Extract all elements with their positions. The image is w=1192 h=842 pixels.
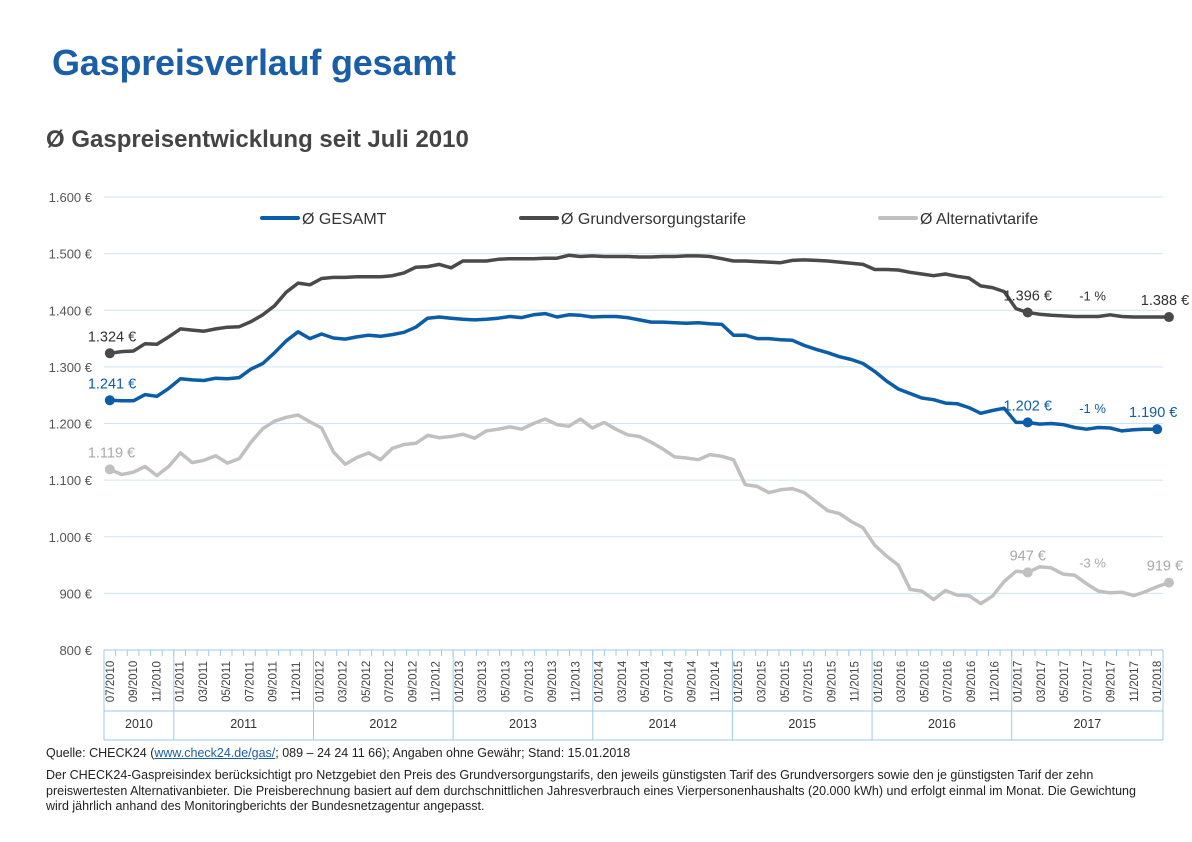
x-tick-label: 05/2011 [221,661,233,702]
year-label: 2010 [125,717,153,731]
x-tick-label: 11/2017 [1129,661,1141,702]
data-point-marker [104,348,115,359]
x-tick-label: 05/2016 [919,661,931,703]
y-tick-label: 1.000 € [49,530,93,545]
source-suffix: ; 089 – 24 24 11 66); Angaben ohne Gewäh… [275,746,631,760]
x-tick-label: 03/2012 [338,661,350,703]
data-point-marker [1022,417,1033,428]
x-tick-label: 01/2013 [454,661,466,703]
source-prefix: Quelle: CHECK24 ( [46,746,155,760]
x-tick-label: 07/2011 [244,661,256,702]
data-label: 947 € [1010,548,1046,564]
x-tick-label: 01/2017 [1013,661,1025,703]
data-point-marker [1022,567,1033,578]
y-tick-label: 800 € [59,643,92,658]
year-label: 2011 [230,717,257,731]
year-label: 2017 [1073,717,1101,731]
x-tick-label: 07/2012 [384,661,396,703]
x-tick-label: 09/2010 [128,661,140,703]
x-tick-label: 03/2014 [617,660,629,702]
x-tick-label: 03/2015 [757,661,769,703]
y-tick-label: 1.200 € [49,417,93,432]
data-point-marker [1163,577,1174,588]
legend-label: Ø Alternativtarife [920,211,1038,228]
x-tick-label: 03/2016 [896,661,908,703]
x-tick-label: 05/2014 [640,660,652,702]
data-label: 1.324 € [88,329,136,345]
data-label: 1.202 € [1004,398,1052,414]
x-tick-label: 03/2013 [477,661,489,703]
y-tick-label: 1.100 € [49,473,93,488]
x-tick-label: 07/2015 [803,661,815,703]
legend-label: Ø Grundversorgungstarife [561,211,746,228]
data-point-marker [104,395,115,406]
data-point-marker [1163,312,1174,323]
x-tick-label: 07/2010 [105,661,117,703]
y-tick-label: 1.600 € [49,190,93,205]
x-tick-label: 11/2011 [291,662,303,702]
data-label: 1.190 € [1129,405,1177,421]
data-label: 1.388 € [1141,293,1189,309]
x-tick-label: 01/2011 [175,661,187,702]
x-tick-label: 07/2017 [1082,661,1094,703]
year-label: 2015 [788,717,816,731]
x-tick-label: 09/2017 [1106,661,1118,703]
data-label: 919 € [1147,559,1183,575]
x-tick-label: 05/2013 [500,661,512,703]
footnote: Der CHECK24-Gaspreisindex berücksichtigt… [46,768,1136,813]
x-tick-label: 09/2011 [268,661,280,702]
year-label: 2012 [369,717,397,731]
chart-subtitle: Ø Gaspreisentwicklung seit Juli 2010 [46,126,469,153]
data-label: 1.396 € [1004,289,1052,305]
x-tick-label: 09/2015 [826,661,838,703]
series-line-2 [108,253,1171,356]
x-tick-label: 11/2015 [850,661,862,702]
x-tick-label: 09/2016 [966,661,978,703]
x-tick-label: 01/2012 [314,661,326,703]
y-tick-label: 1.500 € [49,247,93,262]
x-tick-label: 09/2014 [687,660,699,702]
x-tick-label: 07/2014 [663,660,675,702]
year-label: 2013 [509,717,537,731]
data-label: -1 % [1079,288,1106,303]
y-tick-label: 1.300 € [49,360,93,375]
data-point-marker [1152,424,1163,435]
legend-label: Ø GESAMT [302,211,387,228]
series-line-3 [108,413,1171,606]
x-tick-label: 01/2015 [733,661,745,703]
y-tick-label: 1.400 € [49,303,93,318]
x-tick-label: 11/2010 [151,661,163,702]
data-point-marker [1022,307,1033,318]
x-tick-label: 05/2017 [1059,661,1071,703]
page-title: Gaspreisverlauf gesamt [52,42,456,83]
source-line: Quelle: CHECK24 (www.check24.de/gas/; 08… [46,746,630,760]
source-link[interactable]: www.check24.de/gas/ [154,746,276,760]
x-tick-label: 09/2012 [407,661,419,703]
data-point-marker [104,464,115,475]
year-label: 2016 [928,717,956,731]
data-label: -1 % [1079,401,1106,416]
y-tick-label: 900 € [59,586,92,601]
x-tick-label: 03/2011 [198,661,210,702]
x-tick-label: 01/2018 [1152,661,1164,703]
x-tick-label: 07/2016 [943,661,955,703]
x-tick-label: 11/2014 [710,661,722,702]
x-tick-label: 05/2015 [780,661,792,703]
year-label: 2014 [649,717,677,731]
data-label: 1.241 € [88,376,136,392]
x-tick-label: 05/2012 [361,661,373,703]
x-tick-label: 03/2017 [1036,661,1048,703]
x-tick-label: 11/2016 [989,661,1001,702]
x-tick-label: 11/2013 [570,661,582,702]
x-tick-label: 01/2016 [873,661,885,703]
x-tick-label: 01/2014 [594,660,606,702]
series-line-1 [108,311,1159,433]
x-tick-label: 09/2013 [547,661,559,703]
x-tick-label: 07/2013 [524,661,536,703]
x-tick-label: 11/2012 [431,661,443,702]
data-label: -3 % [1079,556,1106,571]
data-label: 1.119 € [88,445,135,461]
